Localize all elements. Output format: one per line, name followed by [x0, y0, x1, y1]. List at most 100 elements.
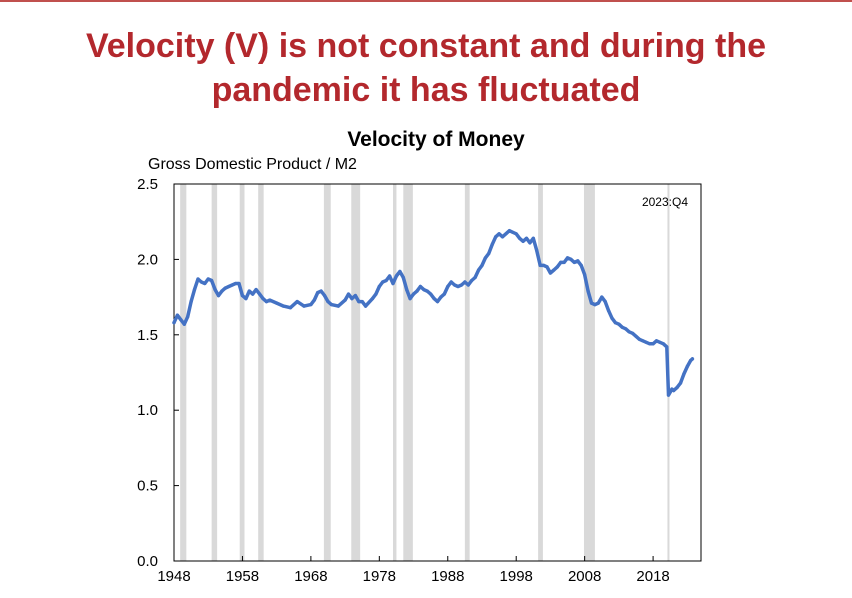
data-point [206, 277, 210, 281]
data-point [302, 304, 306, 308]
data-point [360, 300, 364, 304]
data-point [295, 300, 299, 304]
data-point [548, 271, 553, 275]
data-point [312, 298, 316, 302]
recession-band-2 [239, 184, 245, 561]
data-point [374, 292, 378, 296]
data-point [281, 304, 286, 308]
data-point [449, 280, 453, 284]
data-point [576, 259, 580, 263]
data-point [648, 342, 652, 346]
data-point [192, 288, 197, 292]
data-point [196, 277, 200, 281]
data-point [500, 235, 505, 239]
data-point [535, 248, 539, 252]
top-accent-rule [0, 0, 852, 2]
data-point [172, 321, 176, 325]
x-tick-label: 1978 [363, 568, 396, 585]
x-tick-label: 1948 [157, 568, 190, 585]
data-point [600, 295, 604, 299]
data-point [596, 301, 600, 305]
x-tick-label: 1968 [294, 568, 327, 585]
recession-band-10 [583, 184, 595, 561]
recession-band-0 [180, 184, 187, 561]
data-point [240, 294, 244, 298]
data-point [439, 295, 443, 299]
data-point [610, 316, 614, 320]
data-point [398, 269, 402, 274]
data-point [504, 232, 508, 236]
data-point [654, 339, 659, 343]
data-point [528, 241, 532, 245]
slide-title-line-1: Velocity (V) is not constant and during … [85, 27, 767, 65]
y-tick-label: 1.5 [137, 327, 158, 344]
data-point [418, 284, 422, 289]
data-point [422, 288, 426, 292]
data-point [336, 304, 340, 308]
data-point [521, 239, 525, 243]
data-point [244, 297, 248, 301]
data-point [189, 300, 193, 304]
data-point [353, 294, 357, 298]
x-tick-label: 2008 [568, 568, 601, 585]
data-point [258, 292, 262, 296]
data-point [442, 292, 446, 296]
data-point [494, 235, 498, 239]
data-point [641, 339, 645, 343]
y-tick-label: 2.0 [137, 251, 158, 268]
x-tick-label: 2018 [636, 568, 669, 585]
data-point [394, 274, 398, 278]
data-point [186, 315, 190, 319]
data-point [518, 236, 522, 240]
data-point [227, 284, 231, 289]
data-point [666, 393, 671, 397]
data-point [624, 327, 628, 331]
data-point [370, 297, 375, 301]
slide-title: Velocity (V) is not constant and during … [0, 24, 852, 112]
data-point [569, 257, 573, 261]
data-point [234, 281, 238, 286]
data-point [216, 294, 221, 298]
data-point [251, 292, 255, 296]
data-point [425, 289, 429, 293]
data-point [213, 288, 217, 292]
data-point [319, 289, 323, 293]
x-tick-label: 1998 [500, 568, 533, 585]
data-point [415, 289, 419, 293]
axes: 0.0 0.5 1.0 1.5 2.0 2.5 1948 1958 1968 1978 1988 19… [137, 176, 702, 585]
data-point [377, 284, 381, 289]
data-point [384, 278, 388, 283]
data-point [651, 342, 655, 346]
y-tick-label: 0.0 [137, 553, 158, 570]
data-point [261, 297, 265, 301]
data-point [542, 263, 546, 267]
x-tick-label: 1988 [431, 568, 464, 585]
data-point [381, 280, 385, 284]
data-point [514, 232, 518, 236]
data-point [634, 334, 638, 338]
data-point [617, 322, 621, 326]
data-point [477, 268, 481, 272]
chart-title: Velocity of Money [347, 128, 525, 151]
recession-band-1 [211, 184, 218, 561]
data-point [254, 288, 258, 292]
data-point [230, 283, 234, 287]
recession-shading [180, 184, 670, 561]
data-point [672, 389, 676, 393]
data-point [199, 280, 203, 284]
recession-band-3 [258, 184, 264, 561]
recession-band-9 [538, 184, 543, 561]
data-point [309, 303, 313, 307]
data-point [411, 292, 416, 296]
data-point [179, 318, 183, 322]
data-point [620, 325, 624, 329]
data-point [497, 232, 501, 236]
data-point [203, 281, 207, 286]
data-point [364, 304, 368, 308]
data-point [555, 265, 559, 269]
data-point [473, 275, 477, 280]
data-point [432, 297, 436, 301]
data-point [644, 340, 648, 344]
data-point [690, 357, 695, 361]
